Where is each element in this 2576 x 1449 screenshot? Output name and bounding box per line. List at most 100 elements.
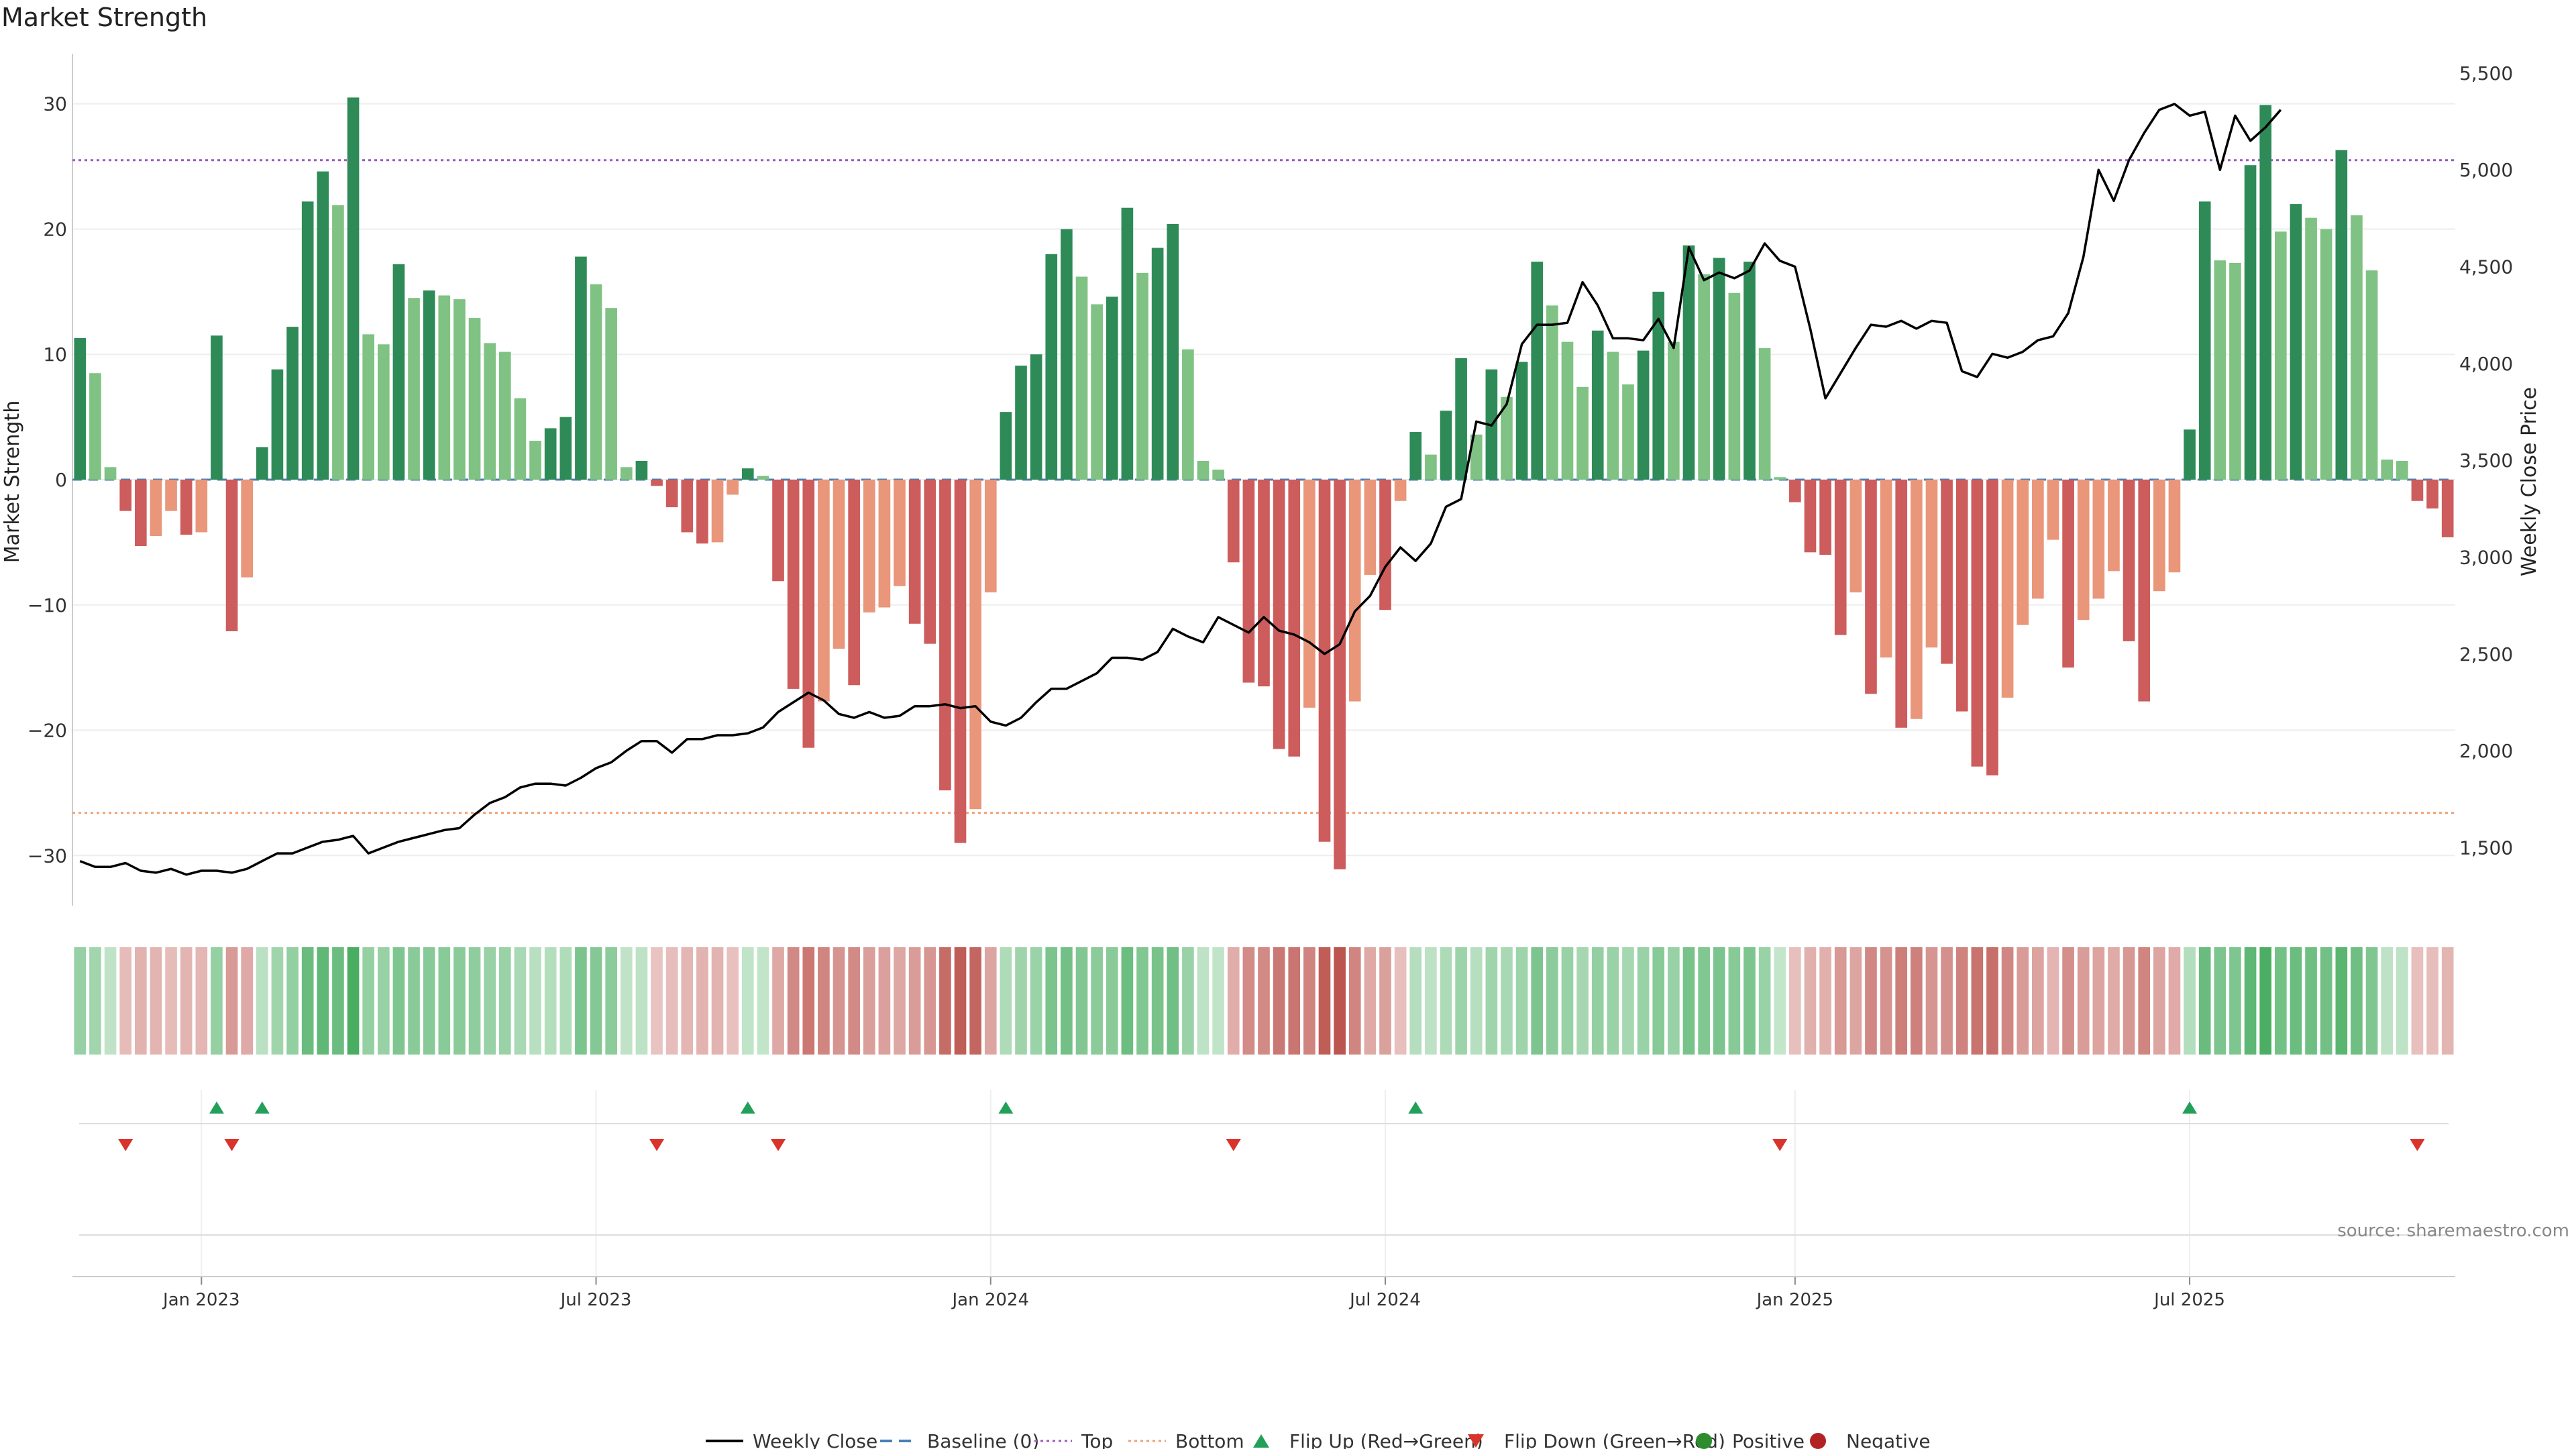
strength-bar [1713, 258, 1725, 480]
heat-cell [908, 947, 921, 1055]
legend-label: Negative [1846, 1430, 1931, 1449]
legend-positive-icon [1696, 1433, 1712, 1449]
heat-cell [256, 947, 268, 1055]
heat-cell [939, 947, 951, 1055]
strength-bar [1743, 262, 1756, 480]
strength-bar [2229, 262, 2241, 480]
strength-bar [1167, 224, 1179, 480]
strength-bar [772, 480, 784, 582]
heat-cell [833, 947, 845, 1055]
y-tick-label: −30 [28, 845, 67, 867]
heat-cell [2184, 947, 2196, 1055]
strength-bar [2426, 480, 2438, 508]
heat-cell [1713, 947, 1725, 1055]
y2-tick-label: 4,500 [2459, 256, 2513, 278]
heat-cell [2017, 947, 2029, 1055]
legend-label: Baseline (0) [927, 1430, 1039, 1449]
strength-bar [1607, 352, 1619, 480]
flip-down-marker [224, 1139, 239, 1151]
heat-cell [1440, 947, 1452, 1055]
heat-cell [969, 947, 981, 1055]
heat-cell [924, 947, 936, 1055]
heat-cell [1197, 947, 1210, 1055]
strength-bar [2259, 105, 2272, 480]
heat-cell [741, 947, 754, 1055]
strength-bar [802, 480, 815, 748]
strength-bar [1045, 254, 1058, 480]
heat-cell [301, 947, 314, 1055]
heat-cell [620, 947, 633, 1055]
strength-bar [1425, 454, 1437, 480]
strength-bar [1515, 362, 1528, 480]
strength-bar [1318, 480, 1331, 842]
heat-cell [2138, 947, 2151, 1055]
strength-bar [2123, 480, 2135, 641]
heat-cell [362, 947, 374, 1055]
heat-cell [468, 947, 481, 1055]
legend-negative-icon [1810, 1433, 1826, 1449]
strength-bar [1121, 207, 1134, 480]
strength-bar [1774, 477, 1786, 480]
strength-bar [969, 480, 981, 810]
strength-bar [1455, 358, 1467, 480]
strength-bar [544, 428, 557, 480]
heat-cell [1258, 947, 1270, 1055]
strength-bar [2365, 270, 2378, 480]
flip-markers [118, 1102, 2425, 1151]
heat-cell [1515, 947, 1528, 1055]
y-tick-label: −20 [28, 720, 67, 742]
strength-bar [1637, 350, 1650, 480]
legend-label: Bottom [1175, 1430, 1244, 1449]
heat-cell [787, 947, 800, 1055]
strength-bar [1182, 349, 1194, 480]
strength-bar [1819, 480, 1831, 555]
heat-cell [2274, 947, 2287, 1055]
heat-cell [2153, 947, 2165, 1055]
heat-cell [514, 947, 527, 1055]
strength-bar [559, 417, 572, 480]
heat-cell [1698, 947, 1710, 1055]
heat-cell [1167, 947, 1179, 1055]
heat-cell [1045, 947, 1058, 1055]
heat-cell [727, 947, 739, 1055]
heat-cell [2077, 947, 2090, 1055]
heat-cell [498, 947, 511, 1055]
strength-bar [180, 480, 193, 535]
heat-cell [878, 947, 891, 1055]
strength-bar [1622, 384, 1634, 480]
heat-cell [1121, 947, 1134, 1055]
flip-down-marker [118, 1139, 133, 1151]
legend-label: Flip Up (Red→Green) [1289, 1430, 1483, 1449]
heat-cell [1273, 947, 1285, 1055]
flip-up-marker [740, 1102, 755, 1114]
heat-cell [1925, 947, 1938, 1055]
legend-label: Flip Down (Green→Red) [1504, 1430, 1725, 1449]
y2-axis-label: Weekly Close Price [2518, 387, 2541, 576]
heat-cell [453, 947, 466, 1055]
heat-cell [211, 947, 223, 1055]
strength-bar [1531, 262, 1544, 480]
strength-bar [1227, 480, 1240, 563]
heat-cell [757, 947, 769, 1055]
heat-cell [1364, 947, 1377, 1055]
strength-bar [1501, 396, 1513, 480]
heat-cell [1501, 947, 1513, 1055]
heat-cell [1303, 947, 1316, 1055]
heat-cell [1348, 947, 1361, 1055]
heat-cell [2335, 947, 2348, 1055]
strength-bar [1151, 248, 1164, 480]
strength-bar [741, 468, 754, 480]
strength-bar [1758, 347, 1771, 480]
heat-cell [2426, 947, 2438, 1055]
strength-bar [1273, 480, 1285, 749]
strength-bar [1789, 480, 1801, 502]
heat-cell [1955, 947, 1968, 1055]
strength-bar [1880, 480, 1892, 658]
strength-bar [1986, 480, 1998, 775]
strength-bar [2305, 217, 2317, 480]
strength-bar [1895, 480, 1908, 728]
strength-bar [104, 467, 117, 480]
legend-flip-down-icon [1468, 1434, 1484, 1448]
heat-cell [1106, 947, 1118, 1055]
heat-cell [711, 947, 724, 1055]
